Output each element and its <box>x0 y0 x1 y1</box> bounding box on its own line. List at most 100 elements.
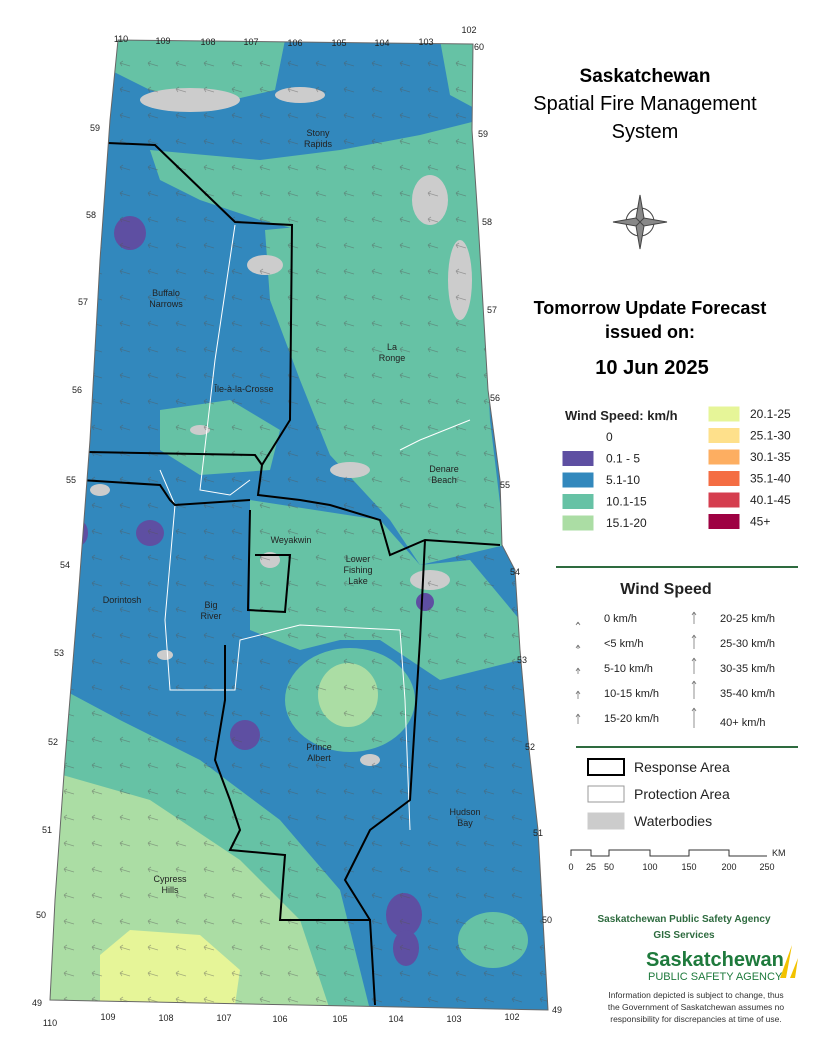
latitude-label: 57 <box>78 297 88 307</box>
legend-swatch <box>587 812 625 830</box>
forecast-heading: Tomorrow Update Forecast <box>534 298 767 318</box>
legend-label: 15-20 km/h <box>604 713 659 725</box>
longitude-label: 108 <box>158 1013 173 1023</box>
place-label: Prince <box>306 742 332 752</box>
disclaimer: the Government of Saskatchewan assumes n… <box>608 1002 785 1012</box>
latitude-label: 59 <box>478 129 488 139</box>
north-arrow <box>612 194 668 250</box>
longitude-label: 109 <box>155 36 170 46</box>
latitude-label: 49 <box>32 998 42 1008</box>
legend-label: 0 km/h <box>604 613 637 625</box>
latitude-label: 50 <box>542 915 552 925</box>
latitude-label: 56 <box>72 385 82 395</box>
wind-arrow-symbol <box>691 707 697 728</box>
legend-label: Response Area <box>634 759 730 775</box>
latitude-label: 56 <box>490 393 500 403</box>
longitude-label: 105 <box>331 38 346 48</box>
legend-label: Protection Area <box>634 786 730 802</box>
longitude-label: 108 <box>200 37 215 47</box>
wind-arrow-symbol <box>575 667 581 674</box>
latitude-label: 55 <box>66 475 76 485</box>
legend-swatch <box>707 470 741 487</box>
logo-text: Saskatchewan <box>646 949 784 971</box>
legend-title: Wind Speed: km/h <box>565 408 678 423</box>
latitude-label: 52 <box>525 742 535 752</box>
logo-mark <box>780 945 798 978</box>
legend-swatch <box>707 513 741 530</box>
place-label: River <box>200 611 221 621</box>
place-label: Weyakwin <box>271 535 312 545</box>
forecast-heading: issued on: <box>605 322 695 342</box>
agency-unit: GIS Services <box>653 930 715 941</box>
legend-label: 25.1-30 <box>750 429 791 443</box>
legend-label: 15.1-20 <box>606 516 647 530</box>
legend-label: 10-15 km/h <box>604 688 659 700</box>
scale-label: 25 <box>586 862 596 872</box>
place-label: Albert <box>307 753 331 763</box>
legend-label: 0 <box>606 430 613 444</box>
legend-label: 35-40 km/h <box>720 688 775 700</box>
place-label: Buffalo <box>152 288 180 298</box>
place-label: Cypress <box>153 874 187 884</box>
legend-label: 10.1-15 <box>606 495 647 509</box>
longitude-label: 104 <box>374 38 389 48</box>
province-outline <box>49 39 549 1011</box>
legend-swatch <box>562 429 594 445</box>
latitude-label: 54 <box>510 567 520 577</box>
legend-title: Wind Speed <box>620 581 711 598</box>
longitude-label: 102 <box>461 25 476 35</box>
legend-swatch <box>561 450 595 467</box>
scale-label: 150 <box>681 862 696 872</box>
legend-label: 25-30 km/h <box>720 638 775 650</box>
scale-label: 100 <box>642 862 657 872</box>
legend-swatch <box>587 785 625 803</box>
legend-label: 0.1 - 5 <box>606 452 640 466</box>
forecast-date: 10 Jun 2025 <box>595 357 708 379</box>
place-label: Île-à-la-Crosse <box>213 384 273 394</box>
longitude-label: 110 <box>43 1018 57 1028</box>
place-label: Denare <box>429 464 459 474</box>
place-label: Lower <box>346 554 371 564</box>
longitude-label: 106 <box>272 1014 287 1024</box>
place-label: La <box>387 342 397 352</box>
legend-swatch <box>561 514 595 532</box>
place-label: Hudson <box>449 807 480 817</box>
place-label: Hills <box>162 885 179 895</box>
scale-unit: KM <box>772 848 786 858</box>
legend-swatch <box>707 405 741 423</box>
place-label: Bay <box>457 818 473 828</box>
latitude-label: 59 <box>90 123 100 133</box>
place-label: Beach <box>431 475 457 485</box>
legend-label: 40.1-45 <box>750 493 791 507</box>
legend-label: Waterbodies <box>634 813 712 829</box>
latitude-label: 54 <box>60 560 70 570</box>
legend-swatch <box>707 448 741 466</box>
longitude-label: 110 <box>114 34 128 44</box>
longitude-label: 104 <box>388 1014 403 1024</box>
scale-label: 200 <box>721 862 736 872</box>
map-body <box>50 40 548 1010</box>
longitude-label: 103 <box>418 37 433 47</box>
wind-arrow-symbol <box>691 680 697 699</box>
wind-arrow-symbol <box>691 657 697 674</box>
legend-label: 40+ km/h <box>720 717 766 729</box>
title-line: Spatial Fire Management <box>533 93 757 115</box>
scale-label: 250 <box>759 862 774 872</box>
longitude-label: 102 <box>504 1012 519 1022</box>
place-label: Rapids <box>304 139 333 149</box>
disclaimer: responsibility for discrepancies at time… <box>610 1014 782 1024</box>
latitude-label: 51 <box>533 828 543 838</box>
legend-label: 30-35 km/h <box>720 663 775 675</box>
latitude-label: 52 <box>48 737 58 747</box>
legend-label: 20.1-25 <box>750 407 791 421</box>
scale-bar <box>570 849 767 857</box>
wind-arrow-symbol <box>575 713 581 724</box>
longitude-label: 109 <box>100 1012 115 1022</box>
longitude-label: 107 <box>216 1013 231 1023</box>
legend-label: 5-10 km/h <box>604 663 653 675</box>
logo-text: PUBLIC SAFETY AGENCY <box>648 971 783 983</box>
title-block: Saskatchewan Spatial Fire Management Sys… <box>533 66 766 379</box>
longitude-label: 103 <box>446 1014 461 1024</box>
place-label: Fishing <box>343 565 372 575</box>
